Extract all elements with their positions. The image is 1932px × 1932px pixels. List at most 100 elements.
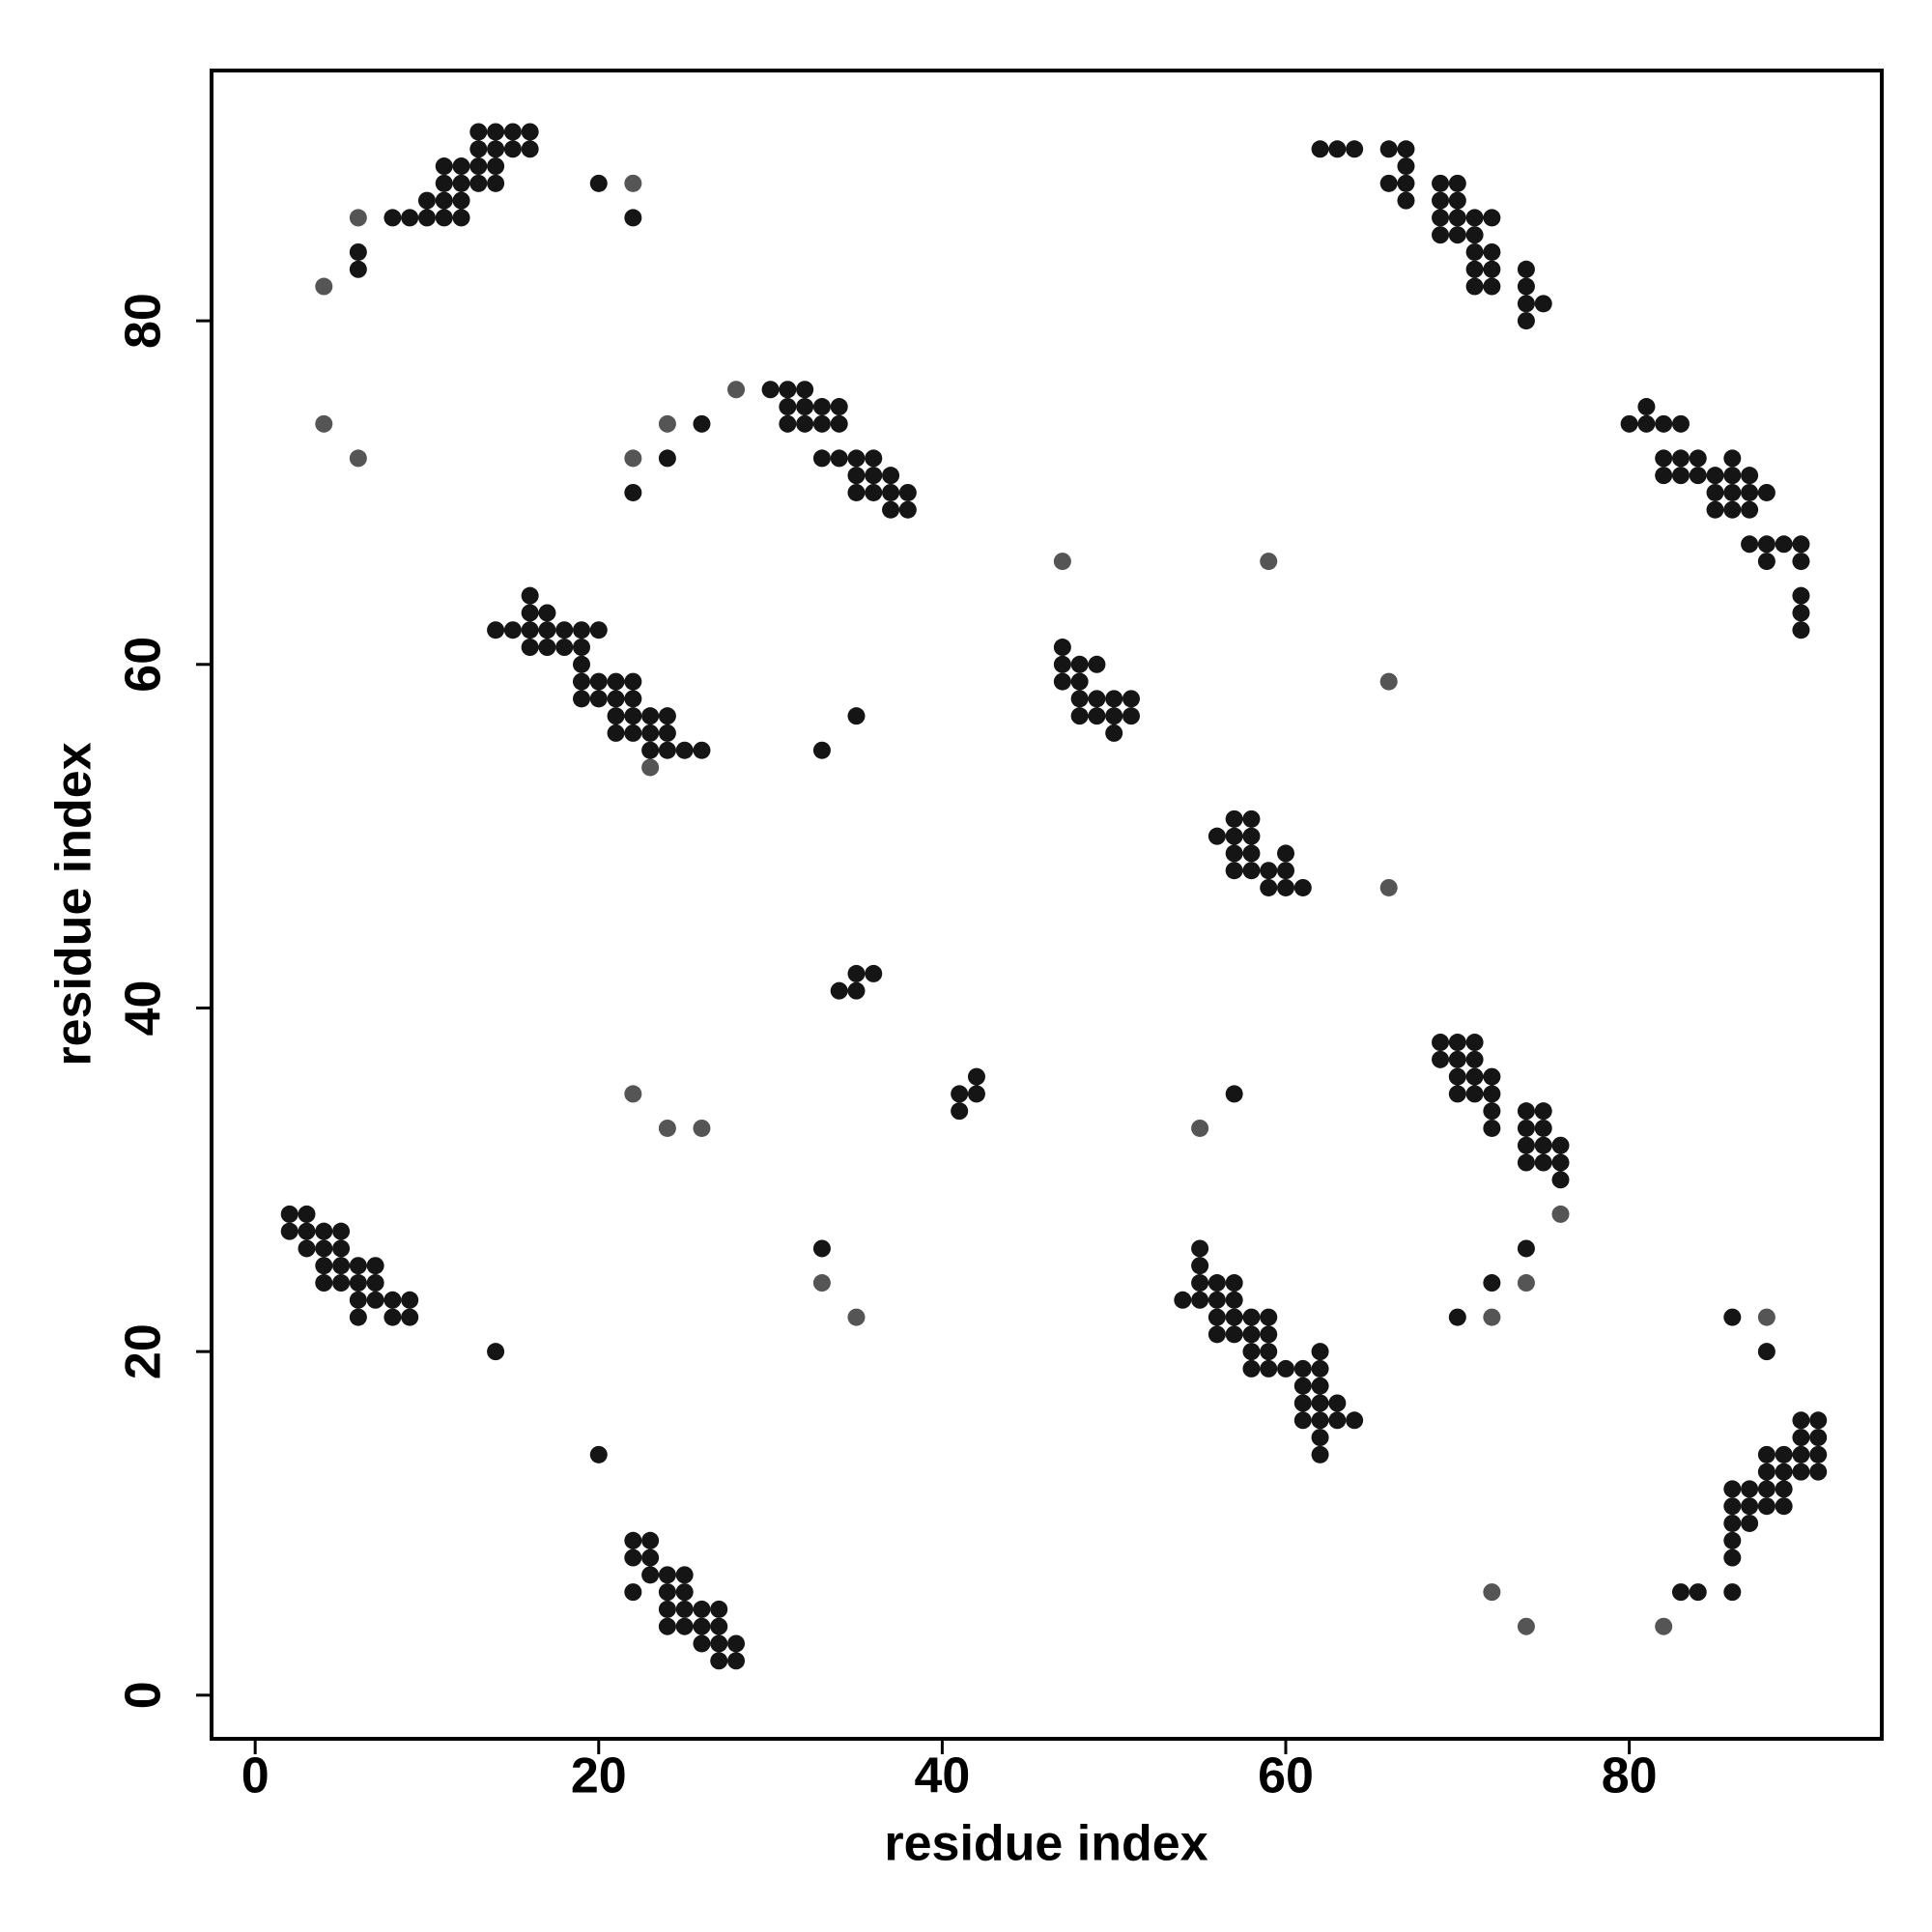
point <box>1517 1239 1535 1258</box>
point <box>675 741 694 759</box>
point <box>1328 1394 1347 1412</box>
point <box>1655 449 1673 468</box>
point <box>1465 209 1484 227</box>
point <box>641 724 660 742</box>
point <box>1517 1153 1535 1172</box>
point <box>641 1566 660 1584</box>
point <box>1208 1308 1226 1326</box>
point <box>315 414 333 433</box>
point <box>1483 260 1501 278</box>
point <box>469 140 488 158</box>
point <box>1671 1583 1690 1602</box>
point <box>1242 862 1261 880</box>
point <box>1741 1497 1759 1516</box>
point <box>589 621 608 639</box>
point <box>1070 707 1089 725</box>
point <box>1534 1153 1552 1172</box>
point <box>401 209 419 227</box>
point <box>1260 862 1278 880</box>
point <box>796 414 814 433</box>
point <box>658 414 676 433</box>
point <box>1792 535 1810 554</box>
point <box>487 157 505 176</box>
point <box>1757 535 1776 554</box>
point <box>847 707 866 725</box>
point <box>882 500 900 519</box>
point <box>1070 690 1089 708</box>
point <box>658 707 676 725</box>
point <box>1260 1308 1278 1326</box>
point <box>1534 1119 1552 1137</box>
point <box>1242 1325 1261 1344</box>
point <box>865 483 883 501</box>
point <box>469 157 488 176</box>
point <box>1465 226 1484 244</box>
point <box>1260 1325 1278 1344</box>
point <box>1689 1583 1707 1602</box>
point <box>1208 827 1226 845</box>
point <box>898 500 917 519</box>
point <box>1328 1411 1347 1430</box>
point <box>1053 553 1071 571</box>
point <box>452 209 470 227</box>
point <box>589 690 608 708</box>
point <box>658 449 676 468</box>
point <box>1225 827 1243 845</box>
point <box>349 260 367 278</box>
point <box>349 1257 367 1275</box>
point <box>1397 191 1415 210</box>
point <box>280 1222 298 1240</box>
point <box>1242 1343 1261 1361</box>
point <box>624 1531 642 1549</box>
point <box>1534 295 1552 313</box>
point <box>1328 140 1347 158</box>
point <box>332 1222 351 1240</box>
point <box>521 140 539 158</box>
point <box>727 1634 746 1653</box>
point <box>298 1239 316 1258</box>
point <box>538 621 556 639</box>
point <box>298 1205 316 1223</box>
point <box>1517 1274 1535 1293</box>
point <box>1448 1050 1466 1068</box>
point <box>487 140 505 158</box>
x-tick-label: 20 <box>571 1748 627 1804</box>
point <box>452 157 470 176</box>
point <box>607 690 625 708</box>
point <box>1379 174 1398 192</box>
point <box>898 483 917 501</box>
y-tick-label: 0 <box>116 1681 172 1709</box>
point <box>572 672 590 691</box>
point <box>1225 1085 1243 1103</box>
point <box>1191 1239 1209 1258</box>
point <box>452 174 470 192</box>
point <box>1105 690 1123 708</box>
point <box>1483 1085 1501 1103</box>
point <box>951 1102 969 1121</box>
point <box>1517 295 1535 313</box>
point <box>1809 1429 1828 1447</box>
point <box>1637 414 1656 433</box>
point <box>487 621 505 639</box>
point <box>847 483 866 501</box>
point <box>812 1239 831 1258</box>
point <box>1432 226 1450 244</box>
point <box>1432 1034 1450 1052</box>
point <box>658 1600 676 1618</box>
point <box>1757 1497 1776 1516</box>
point <box>1775 1497 1793 1516</box>
point <box>1465 1034 1484 1052</box>
point <box>521 621 539 639</box>
point <box>1311 1411 1329 1430</box>
point <box>1465 277 1484 296</box>
point <box>1723 1548 1742 1567</box>
point <box>1517 260 1535 278</box>
point <box>1277 878 1295 896</box>
point <box>1053 672 1071 691</box>
point <box>315 277 333 296</box>
point <box>658 1119 676 1137</box>
point <box>710 1617 728 1635</box>
point <box>332 1239 351 1258</box>
point <box>779 398 797 416</box>
point <box>607 707 625 725</box>
